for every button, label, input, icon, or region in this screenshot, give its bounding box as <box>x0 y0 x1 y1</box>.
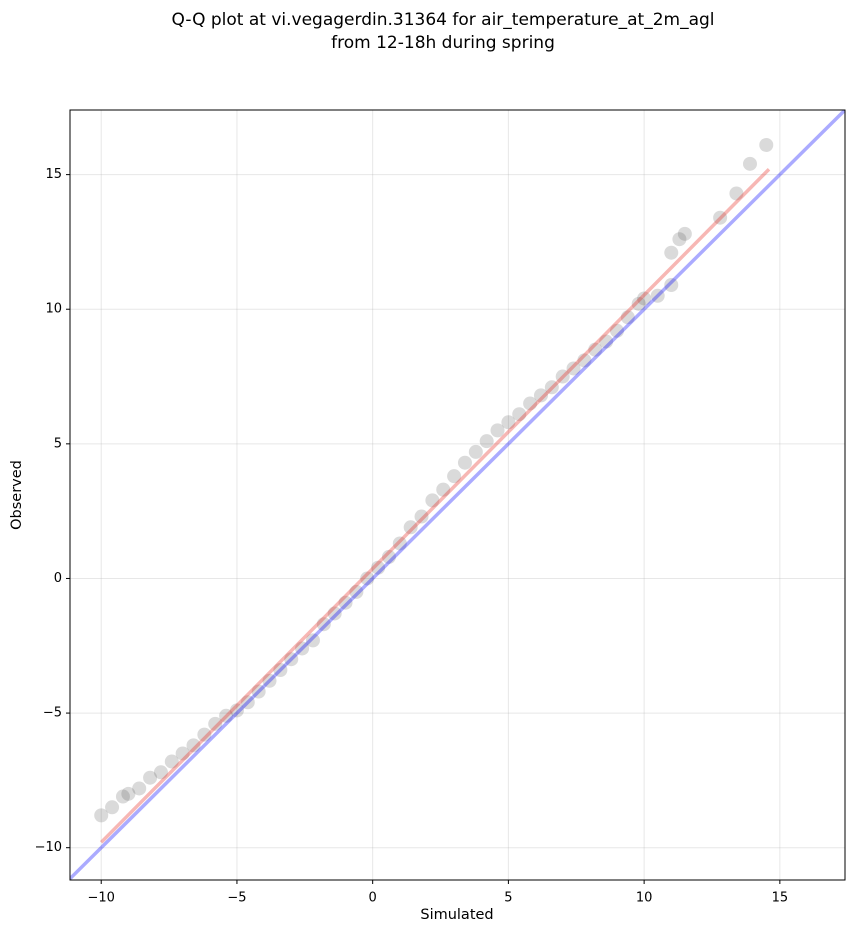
scatter-point <box>371 560 386 575</box>
scatter-point <box>349 584 364 599</box>
scatter-point <box>544 380 559 395</box>
scatter-point <box>305 633 320 648</box>
scatter-point <box>392 536 407 551</box>
chart-title: Q-Q plot at vi.vegagerdin.31364 for air_… <box>171 10 714 30</box>
plot-area <box>70 110 845 880</box>
scatter-point <box>490 423 505 438</box>
scatter-point <box>143 770 158 785</box>
scatter-point <box>115 789 130 804</box>
grid <box>70 110 845 880</box>
scatter-point <box>713 210 728 225</box>
y-tick-label: 5 <box>54 436 62 451</box>
scatter-point <box>501 415 516 430</box>
scatter-point <box>132 781 147 796</box>
x-tick-label: 0 <box>369 891 377 906</box>
scatter-point <box>360 571 375 586</box>
x-tick-label: 5 <box>504 891 512 906</box>
scatter-point <box>479 434 494 449</box>
plot-frame <box>69 109 846 881</box>
x-tick-label: −10 <box>87 891 114 906</box>
scatter-point <box>620 310 635 325</box>
chart-subtitle: from 12-18h during spring <box>331 33 555 53</box>
scatter-point <box>273 663 288 677</box>
scatter-point <box>588 342 603 357</box>
scatter-point <box>468 444 483 459</box>
y-tick-label: −5 <box>43 706 62 721</box>
scatter-point <box>729 186 744 201</box>
scatter-point <box>295 641 310 656</box>
scatter-point <box>447 469 462 484</box>
scatter-point <box>533 388 548 403</box>
scatter-point <box>229 703 244 718</box>
scatter-point <box>251 684 266 699</box>
x-tick-label: −5 <box>227 891 246 906</box>
scatter-point <box>672 232 687 247</box>
scatter-point <box>414 509 429 524</box>
scatter-point <box>637 291 652 306</box>
y-tick-label: −10 <box>35 840 62 855</box>
scatter-point <box>609 323 624 338</box>
scatter-point <box>457 455 472 470</box>
scatter-point <box>742 156 757 171</box>
reference-line <box>70 110 845 880</box>
scatter-point <box>186 738 201 753</box>
x-tick-label: 15 <box>772 891 789 906</box>
scatter-point <box>316 617 331 632</box>
scatter-point <box>555 369 570 384</box>
scatter-point <box>197 727 212 742</box>
scatter-point <box>577 353 592 368</box>
scatter-point <box>175 746 190 761</box>
scatter-point <box>338 595 353 610</box>
y-axis-label: Observed <box>9 460 25 530</box>
scatter-point <box>566 361 581 376</box>
scatter-point <box>284 652 299 667</box>
y-tick-label: 0 <box>54 571 62 586</box>
reference-line <box>99 167 771 844</box>
y-tick-label: 10 <box>45 302 62 317</box>
scatter-point <box>599 334 614 349</box>
x-tick-label: 10 <box>636 891 653 906</box>
y-tick-label: 15 <box>45 167 62 182</box>
scatter-point <box>164 754 179 769</box>
scatter-point <box>631 296 646 311</box>
x-axis-label: Simulated <box>420 907 493 923</box>
scatter-point <box>105 800 120 815</box>
scatter-point <box>523 396 538 411</box>
scatter-point <box>759 138 774 152</box>
scatter-point <box>436 482 451 497</box>
scatter-point <box>219 708 234 723</box>
scatter-point <box>381 549 396 564</box>
scatter-point <box>425 493 440 508</box>
scatter-point <box>262 673 277 688</box>
scatter-point <box>153 765 168 780</box>
scatter-point <box>650 288 665 303</box>
scatter-point <box>327 606 342 621</box>
scatter-point <box>94 808 109 823</box>
scatter-point <box>121 786 136 801</box>
scatter-point <box>403 520 418 535</box>
scatter-point <box>240 695 255 710</box>
scatter-point <box>208 716 223 731</box>
scatter-point <box>677 226 692 241</box>
scatter-point <box>664 245 679 260</box>
scatter-point <box>512 407 527 422</box>
scatter-point <box>664 278 679 292</box>
